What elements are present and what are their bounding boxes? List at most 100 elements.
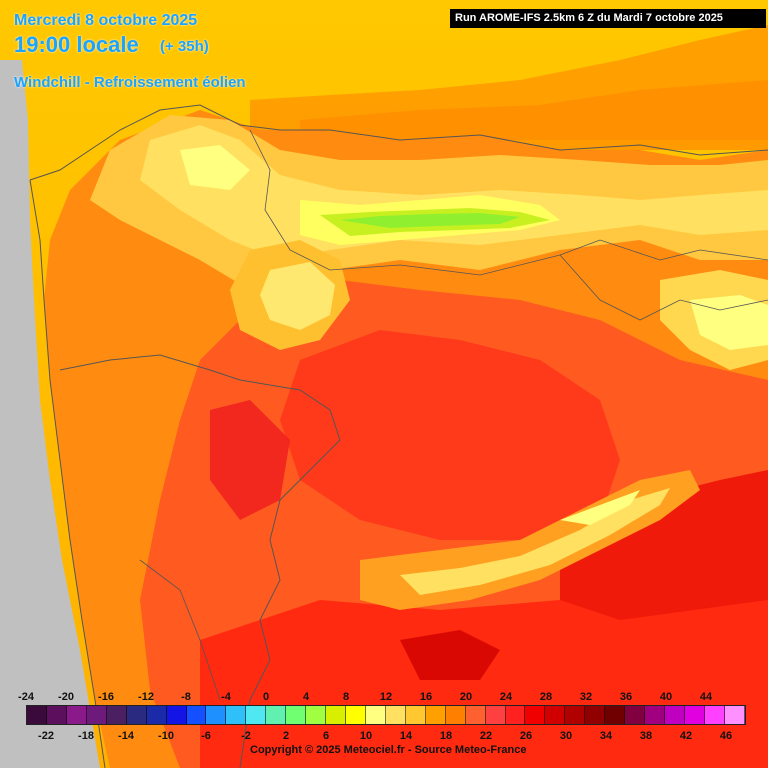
off-domain-area (0, 60, 100, 768)
legend-swatch (246, 706, 267, 724)
legend-tick-label: 0 (262, 691, 270, 703)
legend-swatch (605, 706, 626, 724)
legend-swatch (306, 706, 327, 724)
legend-tick-label: 34 (599, 730, 613, 742)
legend-swatch (445, 706, 466, 724)
west-coastline (29, 179, 106, 768)
legend-swatch (585, 706, 606, 724)
region-line-1 (249, 129, 768, 276)
legend-swatch (465, 706, 486, 724)
legend-swatch (326, 706, 346, 724)
east-hills-cool (690, 295, 768, 350)
legend-tick-label: 42 (679, 730, 693, 742)
legend-tick-label: -24 (18, 691, 34, 703)
run-banner: Run AROME-IFS 2.5km 6 Z du Mardi 7 octob… (450, 9, 766, 28)
legend-swatch (206, 706, 227, 724)
legend-tick-label: 26 (519, 730, 533, 742)
legend-tick-label: -10 (158, 730, 174, 742)
legend-swatch (425, 706, 446, 724)
legend-swatch (665, 706, 685, 724)
legend-swatch (286, 706, 307, 724)
legend-tick-label: 28 (539, 691, 553, 703)
legend-tick-label: -16 (98, 691, 114, 703)
offshore-band-2 (300, 80, 768, 150)
color-legend: -24 -20 -16 -12 -8 -4 0 4 8 12 16 20 24 28 32 36 40 44 -2… (0, 685, 768, 755)
legend-swatch (126, 706, 147, 724)
copyright-text: Copyright © 2025 Meteociel.fr - Source M… (250, 744, 527, 756)
legend-swatch (704, 706, 725, 724)
legend-swatch (525, 706, 546, 724)
legend-tick-label: 14 (399, 730, 413, 742)
interior-hot (280, 330, 620, 540)
legend-tick-label: -2 (241, 730, 251, 742)
legend-swatch (405, 706, 426, 724)
legend-tick-label: 40 (659, 691, 673, 703)
legend-swatch (66, 706, 87, 724)
legend-swatch (226, 706, 247, 724)
legend-swatch (365, 706, 386, 724)
legend-tick-label: -6 (201, 730, 211, 742)
legend-tick-label: 8 (342, 691, 350, 703)
legend-tick-label: -18 (78, 730, 94, 742)
legend-tick-label: 36 (619, 691, 633, 703)
legend-tick-label: 32 (579, 691, 593, 703)
legend-tick-label: 22 (479, 730, 493, 742)
forecast-hour: 19:00 locale (14, 32, 139, 57)
legend-swatch (46, 706, 67, 724)
border-line (59, 354, 341, 768)
region-line-2 (559, 254, 768, 321)
legend-tick-label: 16 (419, 691, 433, 703)
legend-tick-label: 30 (559, 730, 573, 742)
legend-color-bar (26, 705, 746, 725)
legend-tick-label: -8 (181, 691, 191, 703)
sierra-peak (560, 490, 640, 525)
forecast-hour-offset: (+ 35h) (160, 38, 209, 55)
peaks-cold (180, 145, 250, 190)
legend-swatch (385, 706, 406, 724)
forecast-date: Mercredi 8 octobre 2025 (14, 12, 198, 29)
legend-swatch (146, 706, 167, 724)
legend-swatch (27, 706, 47, 724)
legend-tick-label: 38 (639, 730, 653, 742)
legend-swatch (684, 706, 705, 724)
legend-tick-label: -22 (38, 730, 54, 742)
legend-swatch (186, 706, 207, 724)
legend-swatch (724, 706, 745, 724)
legend-tick-label: 18 (439, 730, 453, 742)
legend-swatch (625, 706, 646, 724)
legend-swatch (166, 706, 187, 724)
legend-tick-label: -20 (58, 691, 74, 703)
west-warm (210, 400, 290, 520)
legend-tick-label: 44 (699, 691, 713, 703)
legend-tick-label: 12 (379, 691, 393, 703)
coastline (29, 104, 768, 181)
legend-swatch (485, 706, 506, 724)
legend-swatch (266, 706, 287, 724)
legend-swatch (565, 706, 586, 724)
legend-tick-label: 46 (719, 730, 733, 742)
legend-tick-label: 4 (302, 691, 310, 703)
region-line-3 (139, 559, 221, 701)
legend-tick-label: 24 (499, 691, 513, 703)
legend-tick-label: 2 (282, 730, 290, 742)
dark-red-patch (400, 630, 500, 680)
legend-tick-label: -4 (221, 691, 231, 703)
green-core (340, 213, 520, 228)
legend-tick-label: -14 (118, 730, 134, 742)
legend-swatch (545, 706, 566, 724)
legend-swatch (86, 706, 107, 724)
legend-tick-label: 20 (459, 691, 473, 703)
northern-cooler (140, 125, 768, 260)
legend-swatch (505, 706, 526, 724)
westcentral-cool (260, 262, 335, 330)
legend-tick-label: -12 (138, 691, 154, 703)
parameter-title: Windchill - Refroissement éolien (14, 74, 246, 91)
legend-tick-label: 6 (322, 730, 330, 742)
legend-swatch (106, 706, 127, 724)
legend-swatch (645, 706, 665, 724)
legend-swatch (346, 706, 366, 724)
legend-tick-label: 10 (359, 730, 373, 742)
southern-sierra-cool (400, 488, 670, 595)
